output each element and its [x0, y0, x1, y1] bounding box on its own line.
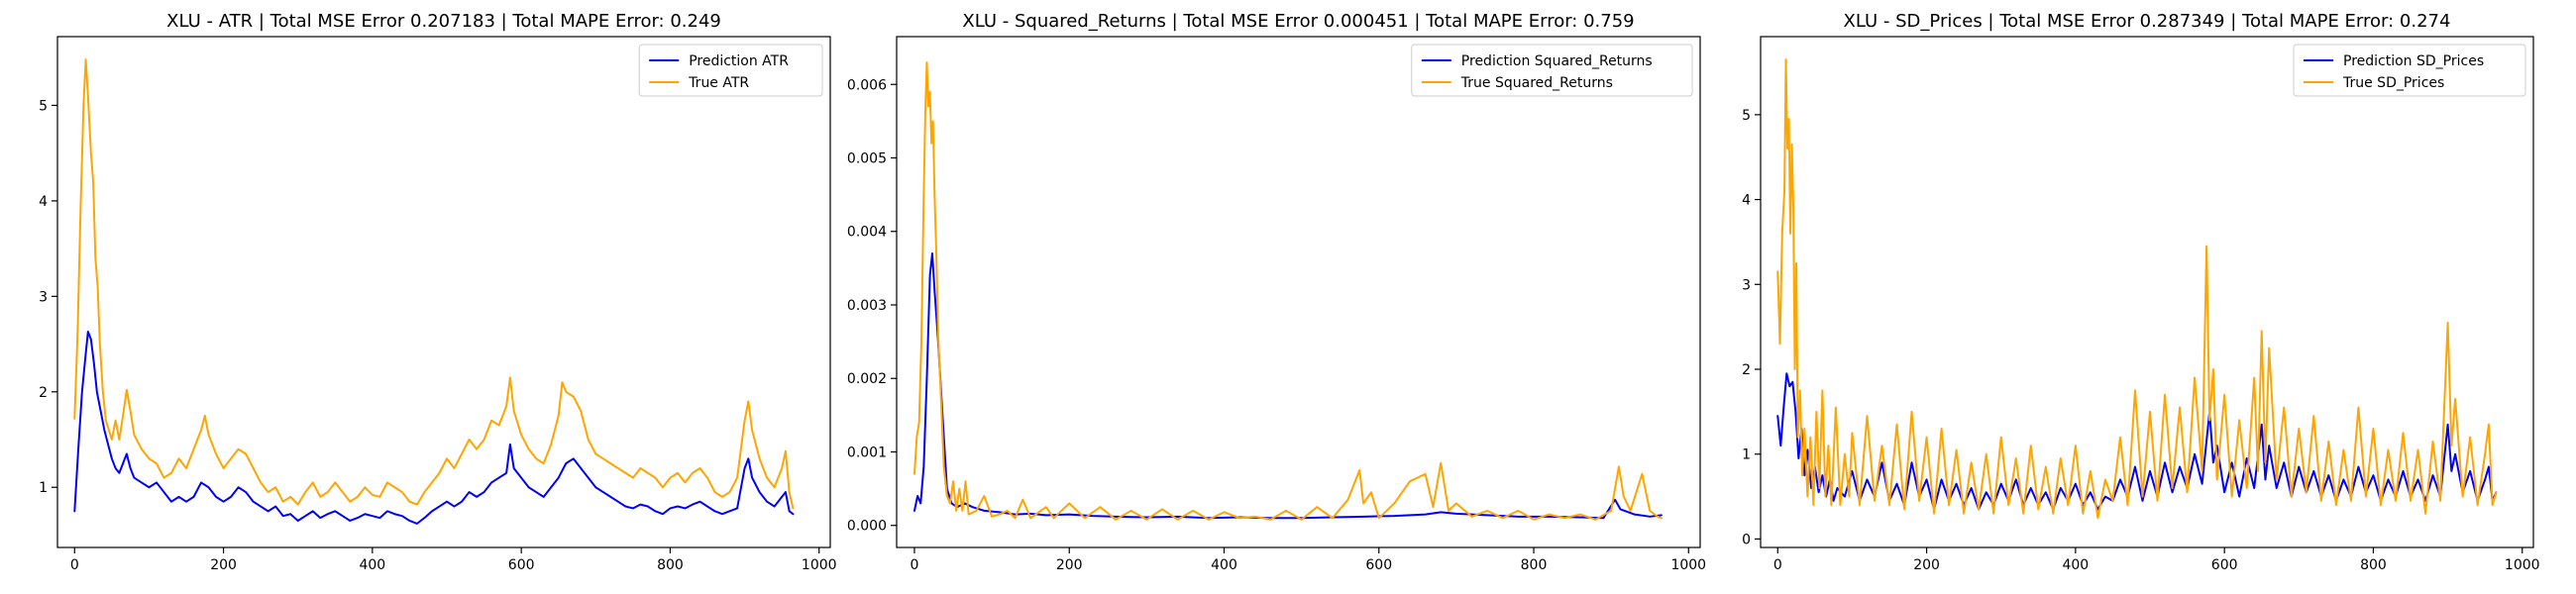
y-tick-label: 5 — [39, 98, 48, 114]
axes-frame — [1760, 36, 2534, 548]
y-tick-label: 4 — [39, 194, 48, 210]
series-line-prediction — [73, 331, 795, 525]
axes-frame — [896, 36, 1701, 548]
legend-box — [638, 44, 823, 97]
x-tick-label: 400 — [2062, 557, 2089, 573]
y-tick-label: 4 — [1742, 193, 1751, 209]
x-tick-label: 400 — [1211, 557, 1237, 573]
plot-area — [912, 60, 1663, 521]
x-tick-label: 200 — [1913, 557, 1940, 573]
y-tick-label: 1 — [1742, 447, 1751, 463]
x-tick-label: 0 — [911, 557, 919, 573]
series-line-prediction — [912, 252, 1663, 520]
x-tick-label: 0 — [1773, 557, 1782, 573]
plot-area — [73, 58, 795, 525]
x-tick-label: 200 — [1056, 557, 1083, 573]
x-tick-label: 1000 — [802, 557, 837, 573]
x-tick-label: 400 — [359, 557, 385, 573]
series-line-true — [912, 60, 1663, 521]
series-line-true — [1776, 58, 2498, 519]
series-line-true — [73, 58, 795, 510]
x-tick-label: 800 — [657, 557, 684, 573]
y-tick-label: 0.003 — [847, 298, 887, 314]
y-tick-label: 0.005 — [847, 151, 887, 167]
legend: Prediction SD_Prices True SD_Prices — [2293, 44, 2526, 97]
y-tick-label: 1 — [39, 480, 48, 496]
y-tick-label: 3 — [1742, 277, 1751, 293]
chart-title: XLU - SD_Prices | Total MSE Error 0.2873… — [1844, 11, 2451, 32]
legend: Prediction ATR True ATR — [638, 44, 823, 97]
y-tick-label: 3 — [39, 289, 48, 305]
y-tick-label: 0 — [1742, 532, 1751, 547]
x-tick-label: 800 — [1521, 557, 1548, 573]
y-tick-label: 0.002 — [847, 371, 887, 387]
chart-title: XLU - ATR | Total MSE Error 0.207183 | T… — [166, 11, 721, 32]
x-tick-label: 1000 — [1670, 557, 1706, 573]
x-tick-label: 600 — [2211, 557, 2238, 573]
x-tick-label: 1000 — [2505, 557, 2540, 573]
legend-box — [2293, 44, 2526, 97]
x-tick-label: 0 — [70, 557, 79, 573]
chart-panel-3: XLU - SD_Prices | Total MSE Error 0.2873… — [1742, 11, 2539, 573]
y-tick-label: 2 — [39, 385, 48, 401]
plot-area — [1776, 58, 2498, 519]
legend-label: True SD_Prices — [2342, 75, 2444, 91]
legend-label: Prediction Squared_Returns — [1461, 53, 1653, 69]
y-tick-label: 0.006 — [847, 77, 887, 93]
x-tick-label: 600 — [508, 557, 535, 573]
chart-panel-2: XLU - Squared_Returns | Total MSE Error … — [847, 11, 1706, 573]
y-tick-label: 0.001 — [847, 445, 887, 460]
legend-box — [1411, 44, 1693, 97]
legend: Prediction Squared_Returns True Squared_R… — [1411, 44, 1693, 97]
chart-panel-1: XLU - ATR | Total MSE Error 0.207183 | T… — [39, 11, 836, 573]
x-tick-label: 200 — [210, 557, 237, 573]
y-tick-label: 0.004 — [847, 225, 887, 241]
y-tick-label: 2 — [1742, 362, 1751, 378]
legend-label: Prediction ATR — [689, 53, 789, 69]
x-tick-label: 800 — [2360, 557, 2387, 573]
legend-label: True Squared_Returns — [1460, 75, 1613, 91]
x-tick-label: 600 — [1365, 557, 1392, 573]
y-tick-label: 5 — [1742, 108, 1751, 124]
y-tick-label: 0.000 — [847, 519, 887, 535]
legend-label: True ATR — [688, 75, 749, 91]
axes-frame — [56, 36, 831, 548]
legend-label: Prediction SD_Prices — [2343, 53, 2484, 69]
chart-title: XLU - Squared_Returns | Total MSE Error … — [962, 11, 1634, 32]
